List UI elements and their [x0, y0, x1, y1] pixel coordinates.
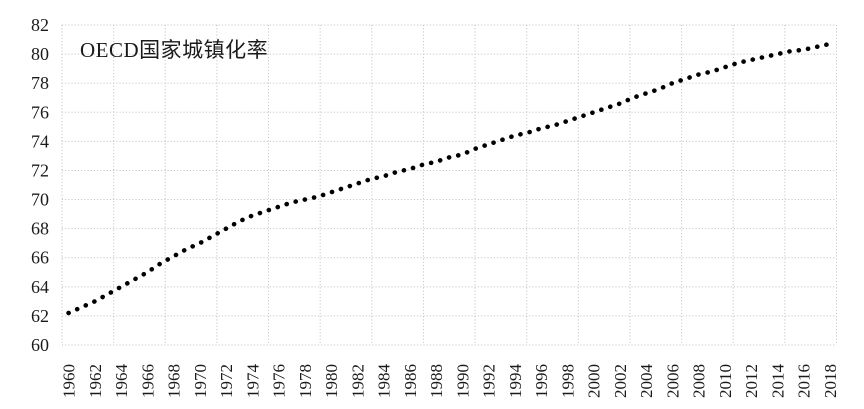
x-axis-tick-label: 1978	[296, 364, 315, 398]
x-axis-tick-label: 1964	[112, 364, 131, 399]
x-axis-tick-label: 1972	[217, 364, 236, 398]
y-axis-tick-label: 82	[31, 15, 49, 35]
x-axis-tick-label: 1970	[191, 364, 210, 398]
x-axis-tick-label: 2010	[716, 364, 735, 398]
y-axis-tick-label: 62	[31, 306, 49, 326]
x-axis-tick-label: 2004	[637, 364, 656, 399]
x-axis-tick-label: 1974	[243, 364, 262, 399]
x-axis-tick-label: 1968	[165, 364, 184, 398]
x-axis-tick-label: 1976	[270, 364, 289, 398]
x-axis-tick-label: 2000	[585, 364, 604, 398]
x-axis-tick-label: 2008	[690, 364, 709, 398]
x-axis-tick-label: 2002	[611, 364, 630, 398]
y-axis-tick-label: 70	[31, 190, 49, 210]
y-axis-tick-label: 78	[31, 73, 49, 93]
y-axis-tick-label: 76	[31, 102, 49, 122]
x-axis-tick-label: 1992	[480, 364, 499, 398]
y-axis-tick-label: 74	[31, 131, 49, 151]
y-axis-tick-label: 72	[31, 160, 49, 180]
x-axis-tick-label: 1994	[506, 364, 525, 399]
x-axis-tick-label: 1962	[86, 364, 105, 398]
x-axis-tick-label: 2014	[768, 364, 787, 399]
x-axis-tick-label: 2016	[795, 364, 814, 398]
x-axis-tick-label: 1960	[60, 364, 79, 398]
x-axis-tick-label: 1988	[427, 364, 446, 398]
x-axis-tick-label: 1966	[138, 364, 157, 398]
x-axis-tick-label: 2006	[663, 364, 682, 398]
x-axis-tick-label: 1984	[375, 364, 394, 399]
x-axis-tick-label: 1980	[322, 364, 341, 398]
y-axis-tick-label: 68	[31, 219, 49, 239]
y-axis-tick-label: 60	[31, 335, 49, 355]
x-axis-tick-label: 2012	[742, 364, 761, 398]
y-axis-tick-label: 80	[31, 44, 49, 64]
x-axis-tick-label: 1990	[453, 364, 472, 398]
y-axis-tick-label: 66	[31, 248, 49, 268]
x-axis-tick-label: 1998	[558, 364, 577, 398]
x-axis-tick-label: 1982	[348, 364, 367, 398]
data-series-dotted-line	[66, 41, 833, 316]
x-axis-tick-label: 1996	[532, 364, 551, 398]
x-axis-tick-label: 1986	[401, 364, 420, 398]
y-axis-tick-label: 64	[31, 277, 49, 297]
x-axis-tick-label: 2018	[821, 364, 840, 398]
